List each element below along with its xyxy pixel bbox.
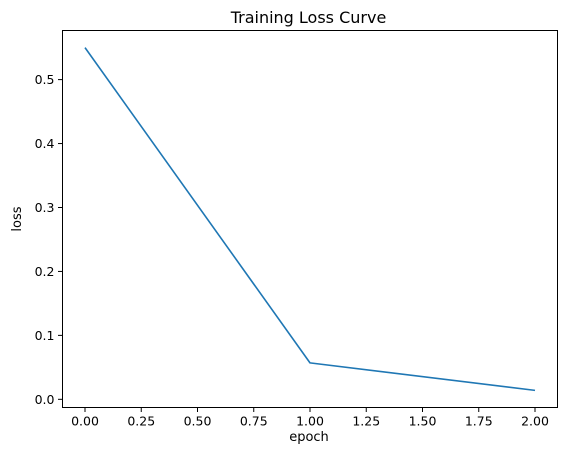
y-tick-label: 0.1 xyxy=(35,328,55,343)
x-tick-label: 1.75 xyxy=(465,414,493,429)
plot-frame xyxy=(62,30,558,408)
y-tick-label: 0.0 xyxy=(35,392,55,407)
y-axis-ticks: 0.0 0.1 0.2 0.3 0.4 0.5 xyxy=(35,72,63,407)
series-layer xyxy=(84,47,536,392)
y-tick-label: 0.5 xyxy=(35,72,55,87)
x-axis-ticks: 0.00 0.25 0.50 0.75 1.00 1.25 1.50 1.75 2.00 xyxy=(71,407,549,429)
x-tick-label: 1.25 xyxy=(352,414,380,429)
x-tick-label: 0.75 xyxy=(240,414,268,429)
chart-title: Training Loss Curve xyxy=(230,8,387,27)
x-tick-label: 0.25 xyxy=(127,414,155,429)
y-tick-label: 0.4 xyxy=(35,136,55,151)
series-line-0 xyxy=(84,47,536,392)
y-tick-label: 0.3 xyxy=(35,200,55,215)
x-axis-label: epoch xyxy=(289,430,329,445)
x-tick-label: 2.00 xyxy=(521,414,549,429)
x-tick-label: 1.50 xyxy=(409,414,437,429)
x-tick-label: 0.50 xyxy=(184,414,212,429)
y-axis-label: loss xyxy=(10,206,25,231)
y-tick-label: 0.2 xyxy=(35,264,55,279)
x-tick-label: 1.00 xyxy=(296,414,324,429)
x-tick-label: 0.00 xyxy=(71,414,99,429)
